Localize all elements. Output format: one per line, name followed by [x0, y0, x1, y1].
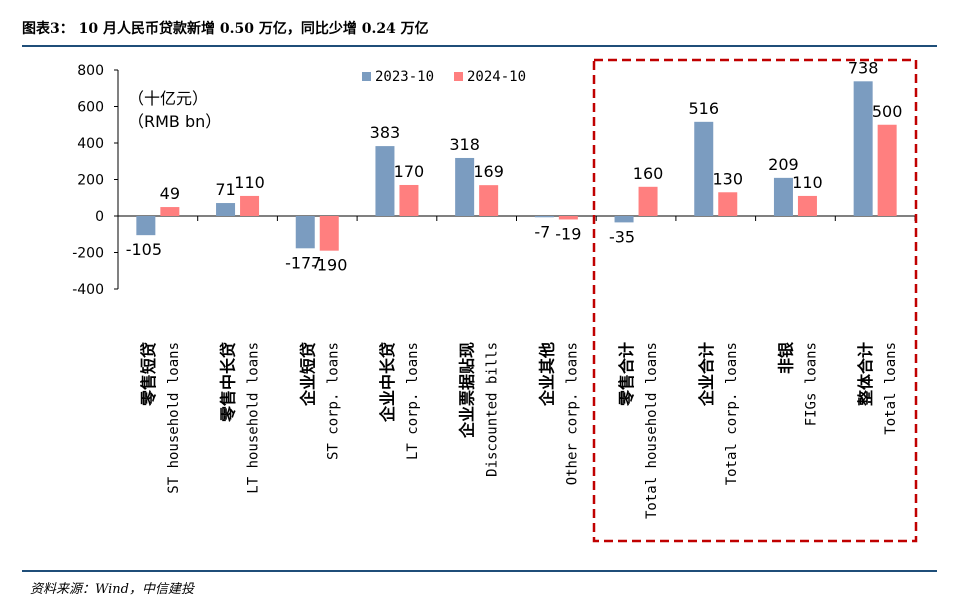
chart-labels: -105 71 -177 383 318 -7 -35 516 209 738 49 110 -190 1… — [126, 58, 903, 519]
category-label-cn: 非银 — [776, 341, 795, 374]
category-label: 零售合计 Total household loans — [617, 342, 660, 519]
bar-2024-10 — [638, 186, 658, 216]
category-label-en: Total loans — [883, 342, 899, 435]
category-label-en: ST household loans — [166, 342, 182, 494]
data-label: 738 — [848, 58, 879, 77]
chart-title: 10 月人民币贷款新增 0.50 万亿，同比少增 0.24 万亿 — [78, 21, 429, 37]
chart-legend: 2023-10 2024-10 — [362, 69, 526, 85]
data-label: 71 — [215, 180, 235, 199]
chart-header: 图表3： 10 月人民币贷款新增 0.50 万亿，同比少增 0.24 万亿 — [22, 18, 937, 42]
category-label-cn: 企业合计 — [697, 342, 716, 407]
data-label: 500 — [872, 102, 903, 121]
category-label: 企业短贷 ST corp. loans — [298, 342, 341, 460]
data-label: 318 — [449, 135, 480, 154]
unit-label-en: （RMB bn） — [128, 112, 221, 131]
bar-2023-10 — [375, 146, 395, 216]
category-label-cn: 零售合计 — [617, 342, 636, 407]
data-label: -19 — [555, 224, 581, 243]
bar-2024-10 — [797, 195, 817, 216]
category-label-cn: 整体合计 — [856, 342, 875, 407]
bar-2023-10 — [614, 216, 634, 223]
bar-2024-10 — [399, 184, 419, 216]
data-label: 516 — [688, 99, 719, 118]
bar-2023-10 — [773, 177, 793, 216]
y-tick-label: 400 — [77, 136, 104, 152]
category-label: 企业票据贴现 Discounted bills — [458, 342, 501, 477]
category-label-en: LT household loans — [246, 342, 262, 494]
bar-2024-10 — [718, 192, 738, 216]
legend-label: 2023-10 — [375, 69, 434, 85]
y-tick-label: 600 — [77, 100, 104, 116]
bar-2023-10 — [455, 157, 475, 216]
data-label: 110 — [792, 173, 823, 192]
source-note: 资料来源：Wind，中信建投 — [30, 582, 194, 597]
bar-2024-10 — [558, 216, 578, 220]
data-label: 169 — [473, 162, 504, 181]
y-tick-label: 0 — [95, 209, 104, 225]
category-label-en: ST corp. loans — [325, 342, 341, 460]
y-tick-label: -400 — [72, 282, 104, 298]
category-label: 零售中长贷 LT household loans — [219, 342, 262, 494]
data-label: 49 — [160, 184, 180, 203]
category-label-cn: 企业其他 — [537, 342, 556, 407]
category-label-cn: 零售短贷 — [139, 342, 158, 407]
category-label-cn: 企业中长贷 — [378, 342, 397, 423]
y-tick-label: 800 — [77, 63, 104, 79]
y-tick-label: 200 — [77, 173, 104, 189]
data-label: -177 — [285, 253, 321, 272]
category-label-en: FIGs loans — [803, 342, 819, 426]
unit-label-cn: （十亿元） — [128, 89, 208, 108]
category-label: 整体合计 Total loans — [856, 342, 899, 435]
legend-label: 2024-10 — [467, 69, 526, 85]
data-label: 209 — [768, 155, 799, 174]
bar-2023-10 — [295, 216, 315, 249]
bar-2023-10 — [694, 121, 714, 216]
category-label: 非银 FIGs loans — [776, 341, 819, 426]
bar-2024-10 — [240, 195, 260, 216]
category-label-cn: 企业票据贴现 — [458, 342, 477, 439]
data-label: 110 — [234, 173, 265, 192]
category-label: 企业其他 Other corp. loans — [537, 342, 580, 485]
bar-2023-10 — [853, 81, 873, 216]
data-label: 170 — [394, 162, 425, 181]
figure-label: 图表3： — [22, 21, 74, 37]
data-label: 160 — [633, 164, 664, 183]
data-label: 130 — [712, 169, 743, 188]
bar-2024-10 — [160, 207, 180, 216]
bar-2024-10 — [319, 216, 339, 251]
legend-swatch — [362, 72, 371, 81]
category-label-en: Total corp. loans — [724, 342, 740, 485]
category-label-en: Other corp. loans — [564, 342, 580, 485]
bar-2024-10 — [479, 185, 499, 216]
category-label: 零售短贷 ST household loans — [139, 342, 182, 494]
category-label-en: Discounted bills — [485, 342, 501, 477]
category-label: 企业合计 Total corp. loans — [697, 342, 740, 485]
highlight-box — [592, 58, 918, 543]
data-label: -190 — [311, 256, 347, 275]
category-label-en: Total household loans — [644, 342, 660, 519]
data-label: -105 — [126, 240, 162, 259]
y-tick-label: -200 — [72, 246, 104, 262]
bar-2023-10 — [216, 203, 236, 216]
top-rule — [22, 45, 937, 47]
data-label: -35 — [609, 227, 635, 246]
bar-2023-10 — [534, 216, 554, 218]
bottom-rule — [22, 570, 937, 572]
category-label: 企业中长贷 LT corp. loans — [378, 342, 421, 460]
data-label: 383 — [370, 123, 401, 142]
chart-bars — [136, 81, 897, 251]
category-label-cn: 企业短贷 — [298, 342, 317, 407]
legend-swatch — [454, 72, 463, 81]
category-label-cn: 零售中长贷 — [219, 342, 238, 423]
bar-2024-10 — [877, 124, 897, 216]
bar-2023-10 — [136, 216, 156, 236]
data-label: -7 — [534, 222, 550, 241]
category-label-en: LT corp. loans — [405, 342, 421, 460]
